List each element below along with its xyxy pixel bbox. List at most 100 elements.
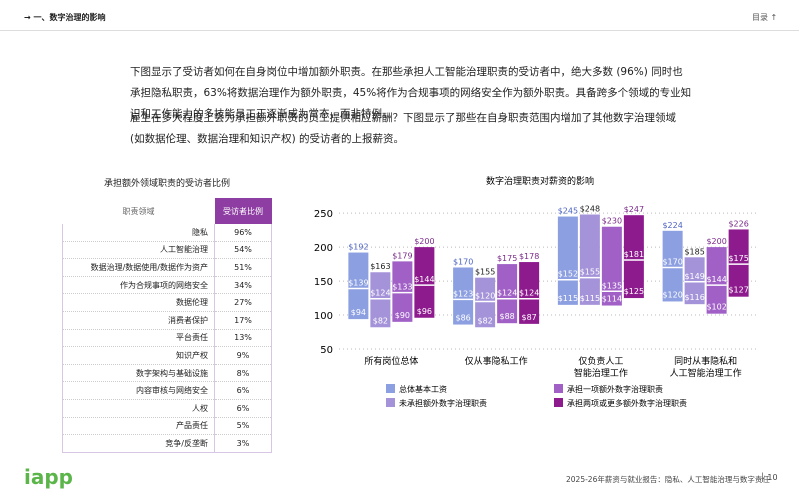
range-bar bbox=[728, 229, 749, 297]
domain-cell: 隐私 bbox=[62, 224, 215, 242]
percent-cell: 5% bbox=[214, 417, 272, 436]
section-link[interactable]: → 一、数字治理的影响 bbox=[24, 13, 106, 22]
range-bar bbox=[392, 261, 413, 322]
percent-cell: 96% bbox=[214, 224, 272, 242]
range-bar bbox=[519, 262, 540, 324]
logo: iapp bbox=[24, 465, 73, 489]
low-label: $125 bbox=[624, 287, 644, 296]
median-label: $124 bbox=[370, 289, 390, 298]
low-label: $116 bbox=[684, 293, 704, 302]
high-label: $224 bbox=[662, 221, 682, 230]
table-row: 作为合规事项的网络安全 34% bbox=[62, 276, 272, 295]
table-row: 消费者保护 17% bbox=[62, 311, 272, 330]
table-row: 内容审核与网络安全 6% bbox=[62, 381, 272, 400]
table: 职责领域 受访者比例 隐私 96% 人工智能治理 54% 数据治理/数据使用/数据作为资… bbox=[62, 198, 272, 453]
low-label: $88 bbox=[499, 312, 514, 321]
chart-title: 数字治理职责对薪资的影响 bbox=[486, 175, 594, 187]
y-tick-label: 50 bbox=[320, 345, 333, 356]
low-label: $115 bbox=[558, 294, 578, 303]
percent-cell: 34% bbox=[214, 276, 272, 295]
y-tick-label: 100 bbox=[314, 311, 333, 322]
median-label: $170 bbox=[662, 257, 682, 266]
high-label: $192 bbox=[348, 243, 368, 252]
table-row: 知识产权 9% bbox=[62, 346, 272, 365]
range-bar bbox=[453, 267, 474, 325]
y-tick-label: 200 bbox=[314, 243, 333, 254]
percent-cell: 6% bbox=[214, 399, 272, 418]
low-label: $102 bbox=[706, 303, 726, 312]
median-label: $181 bbox=[624, 250, 644, 259]
x-tick-label: 人工智能治理工作 bbox=[670, 367, 742, 379]
table-row: 人工智能治理 54% bbox=[62, 241, 272, 260]
low-label: $120 bbox=[662, 290, 682, 299]
percent-cell: 8% bbox=[214, 364, 272, 383]
range-bar bbox=[706, 247, 727, 314]
x-tick-label: 仅从事隐私工作 bbox=[465, 355, 528, 367]
domain-cell: 作为合规事项的网络安全 bbox=[62, 276, 215, 295]
range-bar bbox=[684, 257, 705, 305]
percent-cell: 6% bbox=[214, 381, 272, 400]
domain-cell: 数据治理/数据使用/数据作为资产 bbox=[62, 258, 215, 277]
x-tick-label: 仅负责人工 bbox=[578, 355, 623, 367]
table-row: 数据治理/数据使用/数据作为资产 51% bbox=[62, 258, 272, 277]
median-label: $124 bbox=[497, 289, 517, 298]
legend-swatch bbox=[386, 384, 395, 393]
range-bar bbox=[601, 226, 622, 306]
table-row: 数字架构与基础设施 8% bbox=[62, 364, 272, 383]
low-label: $115 bbox=[580, 294, 600, 303]
range-bar bbox=[662, 230, 683, 302]
high-label: $179 bbox=[392, 251, 412, 260]
median-label: $144 bbox=[414, 275, 434, 284]
domain-cell: 数据伦理 bbox=[62, 293, 215, 312]
y-tick-label: 250 bbox=[314, 209, 333, 220]
low-label: $96 bbox=[417, 307, 432, 316]
high-label: $200 bbox=[414, 237, 434, 246]
median-label: $120 bbox=[475, 291, 495, 300]
median-label: $175 bbox=[728, 254, 748, 263]
legend-swatch bbox=[386, 398, 395, 407]
percent-cell: 9% bbox=[214, 346, 272, 365]
domain-cell: 数字架构与基础设施 bbox=[62, 364, 215, 383]
range-bar bbox=[475, 277, 496, 328]
range-bar bbox=[348, 252, 369, 320]
x-tick-label: 智能治理工作 bbox=[574, 367, 628, 379]
paragraph: 雇主在多大程度上会为承担额外职责的员工提供相应薪酬？下图显示了那些在自身职责范围… bbox=[130, 112, 676, 145]
low-label: $87 bbox=[521, 313, 536, 322]
median-label: $152 bbox=[558, 270, 578, 279]
percent-cell: 13% bbox=[214, 329, 272, 348]
table-title: 承担额外领域职责的受访者比例 bbox=[103, 179, 230, 189]
range-bar bbox=[623, 215, 644, 299]
percent-cell: 51% bbox=[214, 258, 272, 277]
high-label: $248 bbox=[580, 205, 600, 214]
range-bar bbox=[497, 264, 518, 324]
high-label: $178 bbox=[519, 252, 539, 261]
toc-link[interactable]: 目录 ↑ bbox=[752, 13, 778, 22]
range-bar bbox=[370, 272, 391, 328]
legend-label: 总体基本工资 bbox=[399, 384, 447, 394]
median-label: $135 bbox=[602, 281, 622, 290]
table-row: 数据伦理 27% bbox=[62, 293, 272, 312]
legend-swatch bbox=[554, 398, 563, 407]
median-label: $155 bbox=[580, 268, 600, 277]
divider bbox=[0, 30, 799, 31]
low-label: $127 bbox=[728, 286, 748, 295]
percent-cell: 27% bbox=[214, 293, 272, 312]
table-row: 平台责任 13% bbox=[62, 329, 272, 348]
table-row: 竞争/反垄断 3% bbox=[62, 434, 272, 453]
high-label: $163 bbox=[370, 262, 390, 271]
low-label: $94 bbox=[351, 308, 366, 317]
median-label: $144 bbox=[706, 275, 726, 284]
range-bar bbox=[579, 214, 600, 305]
low-label: $82 bbox=[477, 316, 492, 325]
percent-cell: 54% bbox=[214, 241, 272, 260]
legend-label: 未承担额外数字治理职责 bbox=[399, 398, 487, 408]
y-tick-label: 150 bbox=[314, 277, 333, 288]
table-row: 人权 6% bbox=[62, 399, 272, 418]
high-label: $230 bbox=[602, 217, 622, 226]
chart: 数字治理职责对薪资的影响 50 100 150 200 250 $192 $139 $94 $1… bbox=[314, 175, 758, 408]
percent-cell: 3% bbox=[214, 434, 272, 453]
median-label: $149 bbox=[684, 272, 704, 281]
x-tick-label: 同时从事隐私和 bbox=[674, 355, 737, 367]
low-label: $90 bbox=[395, 311, 410, 320]
